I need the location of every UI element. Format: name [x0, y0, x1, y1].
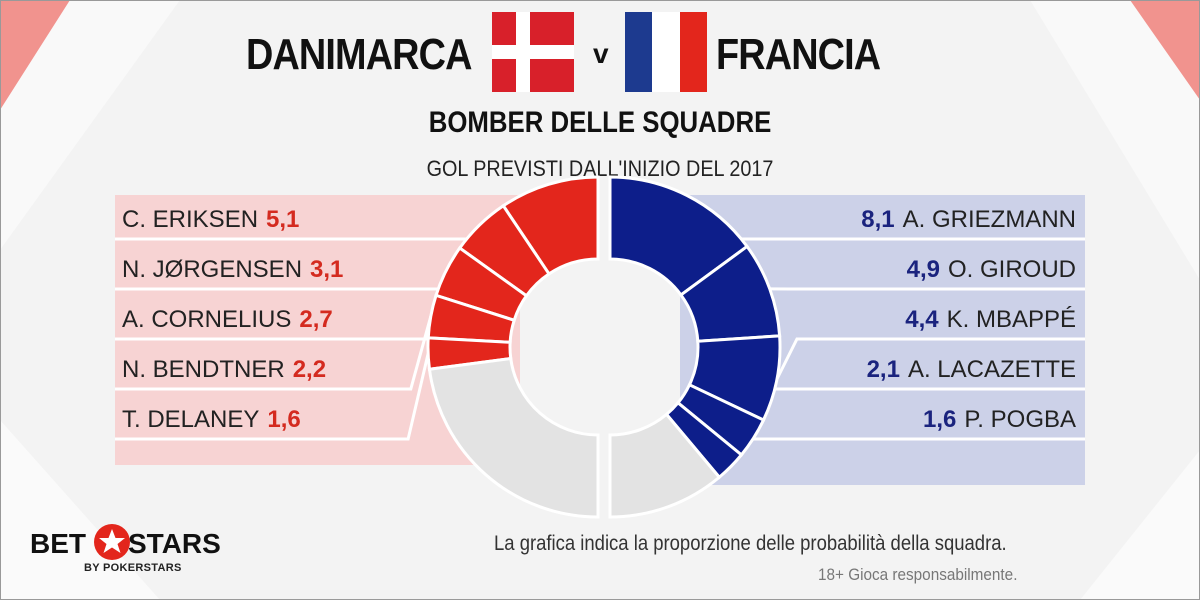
home-connector-5 — [115, 353, 430, 441]
france-flag-icon — [625, 12, 707, 92]
player-name: A. GRIEZMANN — [902, 206, 1076, 233]
player-name: A. LACAZETTE — [907, 356, 1076, 383]
player-goals: 4,4 — [905, 306, 939, 333]
player-name: K. MBAPPÉ — [946, 306, 1076, 333]
player-goals: 5,1 — [266, 206, 300, 233]
chart-title: BOMBER DELLE SQUADRE — [428, 106, 772, 139]
player-goals: 2,7 — [299, 306, 333, 333]
player-goals: 4,9 — [906, 256, 940, 283]
team-away-name: FRANCIA — [716, 30, 881, 79]
betstars-logo: BET STARS BY POKERSTARS — [30, 524, 230, 583]
player-goals: 1,6 — [267, 406, 301, 433]
player-name: N. BENDTNER — [122, 356, 285, 383]
home-player-row: A. CORNELIUS 2,7 — [122, 295, 341, 345]
player-goals: 2,1 — [866, 356, 900, 383]
home-player-row: N. BENDTNER 2,2 — [122, 345, 334, 395]
away-connector-3 — [775, 337, 1085, 380]
versus-label: v — [593, 38, 609, 69]
logo-subtitle: BY POKERSTARS — [84, 562, 182, 574]
footnote: La grafica indica la proporzione delle p… — [494, 532, 1007, 555]
player-name: N. JØRGENSEN — [122, 256, 303, 283]
legal-notice: 18+ Gioca responsabilmente. — [818, 565, 1018, 584]
home-player-row: C. ERIKSEN 5,1 — [122, 195, 307, 245]
away-remainder-slice — [608, 412, 722, 519]
away-player-row: 2,1 A. LACAZETTE — [859, 345, 1076, 395]
player-name: A. CORNELIUS — [122, 306, 292, 333]
player-goals: 3,1 — [310, 256, 344, 283]
player-name: T. DELANEY — [122, 406, 260, 433]
away-player-row: 8,1 A. GRIEZMANN — [853, 195, 1076, 245]
denmark-flag-icon — [492, 12, 574, 92]
star-icon — [94, 524, 130, 560]
player-goals: 1,6 — [923, 406, 957, 433]
chart-subtitle: GOL PREVISTI DALL'INIZIO DEL 2017 — [426, 156, 774, 181]
team-home-name: DANIMARCA — [246, 30, 472, 79]
home-remainder-slice — [427, 356, 600, 519]
player-goals: 2,2 — [292, 356, 327, 383]
home-player-row: N. JØRGENSEN 3,1 — [122, 245, 351, 295]
away-player-row: 1,6 P. POGBA — [915, 395, 1076, 445]
away-player-row: 4,4 K. MBAPPÉ — [897, 295, 1076, 345]
player-name: C. ERIKSEN — [122, 206, 259, 233]
title-row: DANIMARCA v FRANCIA — [0, 8, 1200, 98]
player-goals: 8,1 — [861, 206, 895, 233]
away-player-row: 4,9 O. GIROUD — [899, 245, 1076, 295]
player-name: O. GIROUD — [947, 256, 1076, 283]
logo-text-bet: BET — [30, 528, 86, 559]
home-connector-4 — [115, 315, 433, 391]
home-player-row: T. DELANEY 1,6 — [122, 395, 309, 445]
player-name: P. POGBA — [964, 406, 1076, 433]
logo-text-stars: STARS — [128, 528, 221, 559]
